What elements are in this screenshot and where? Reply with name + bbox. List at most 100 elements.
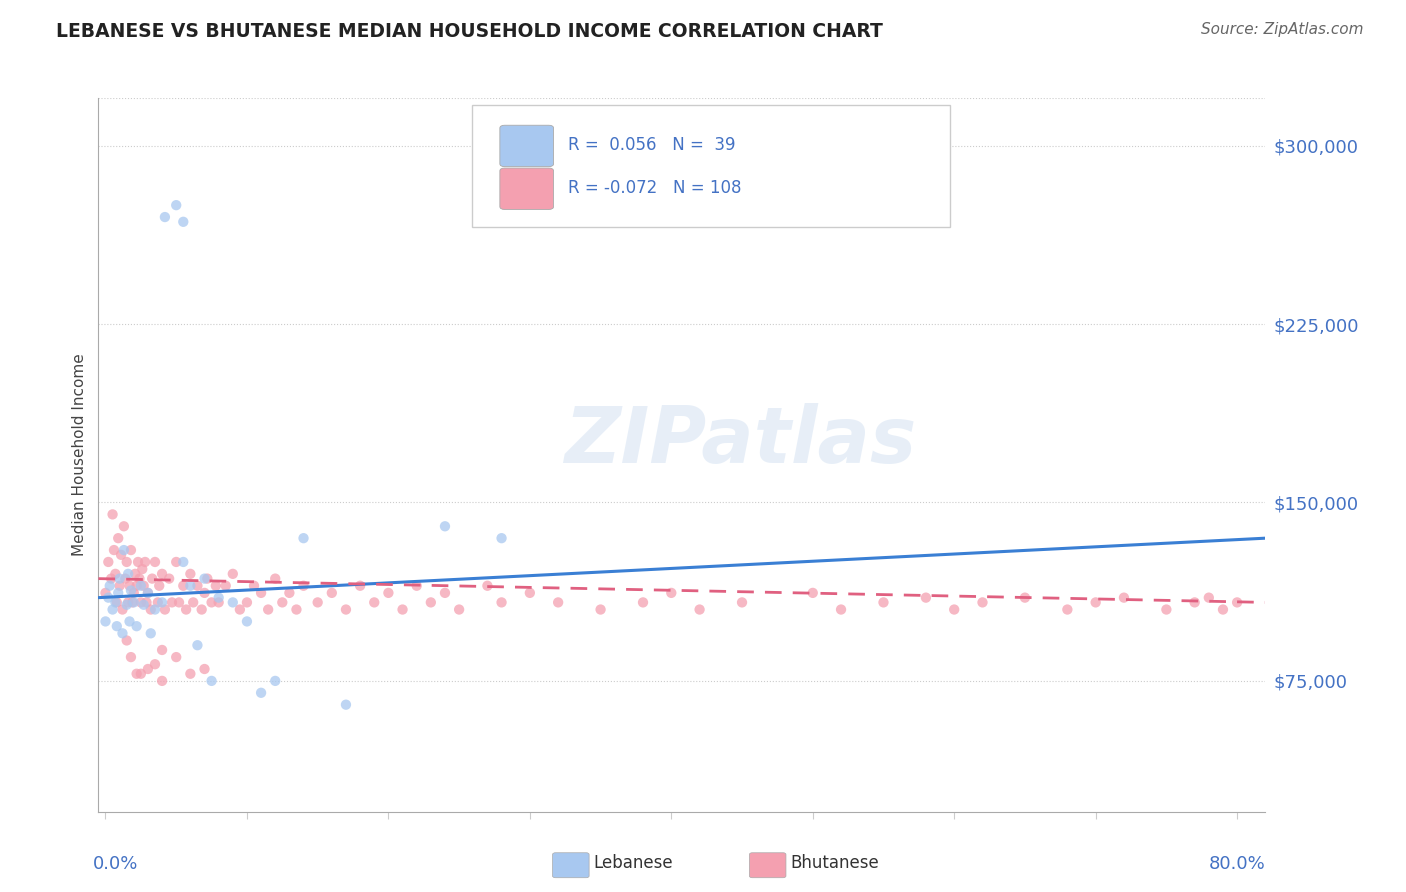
Point [433, 586, 456, 600]
Point [377, 586, 399, 600]
Point [135, 595, 157, 609]
Point [165, 198, 187, 212]
Point [108, 579, 131, 593]
Point [141, 572, 163, 586]
Point [181, 595, 204, 609]
Point [195, 572, 218, 586]
Point [193, 662, 215, 676]
FancyBboxPatch shape [501, 125, 554, 167]
Point [631, 595, 654, 609]
Point [363, 595, 385, 609]
Point [449, 602, 471, 616]
Point [659, 586, 682, 600]
Point [153, 210, 176, 224]
Point [419, 595, 441, 609]
Point [165, 650, 187, 665]
Point [547, 595, 569, 609]
Point [136, 586, 159, 600]
Point [132, 579, 155, 593]
Point [129, 595, 152, 609]
Point [115, 633, 138, 648]
Point [111, 602, 134, 616]
Point [1014, 591, 1036, 605]
Point [307, 595, 329, 609]
Point [112, 543, 135, 558]
Point [108, 572, 131, 586]
Point [243, 579, 266, 593]
Point [222, 595, 245, 609]
Point [731, 595, 754, 609]
Point [98, 579, 121, 593]
Point [139, 626, 162, 640]
Point [125, 666, 148, 681]
Point [915, 591, 938, 605]
Text: 0.0%: 0.0% [93, 855, 138, 872]
Point [143, 555, 166, 569]
Point [143, 657, 166, 672]
Point [153, 602, 176, 616]
Point [285, 602, 308, 616]
Point [250, 686, 273, 700]
Point [172, 215, 194, 229]
Point [335, 602, 357, 616]
Point [321, 586, 343, 600]
Point [105, 619, 128, 633]
Point [101, 508, 124, 522]
Point [104, 566, 127, 581]
Text: R = -0.072   N = 108: R = -0.072 N = 108 [568, 179, 741, 197]
Point [278, 586, 301, 600]
Point [229, 602, 252, 616]
Point [143, 602, 166, 616]
Point [222, 566, 245, 581]
Point [125, 579, 148, 593]
Point [118, 579, 141, 593]
Point [292, 531, 315, 545]
Point [943, 602, 966, 616]
Point [830, 602, 852, 616]
Point [114, 572, 136, 586]
Point [115, 598, 138, 612]
Point [205, 579, 228, 593]
Text: Bhutanese: Bhutanese [790, 855, 879, 872]
Point [349, 579, 371, 593]
Point [131, 562, 153, 576]
Point [115, 555, 138, 569]
Point [801, 586, 824, 600]
Point [101, 602, 124, 616]
Text: R =  0.056   N =  39: R = 0.056 N = 39 [568, 136, 735, 154]
Point [160, 595, 183, 609]
Point [129, 666, 152, 681]
Point [122, 586, 145, 600]
Point [121, 595, 143, 609]
Point [172, 579, 194, 593]
Text: Lebanese: Lebanese [593, 855, 673, 872]
Point [1084, 595, 1107, 609]
Point [391, 602, 413, 616]
Point [1056, 602, 1078, 616]
FancyBboxPatch shape [472, 105, 950, 227]
Point [118, 615, 141, 629]
Point [107, 531, 129, 545]
Point [193, 572, 215, 586]
Point [292, 579, 315, 593]
Point [1112, 591, 1135, 605]
Point [127, 555, 149, 569]
Point [150, 595, 173, 609]
Point [271, 595, 294, 609]
Point [215, 579, 238, 593]
Point [117, 566, 139, 581]
Point [405, 579, 427, 593]
Point [167, 595, 190, 609]
Point [94, 615, 117, 629]
Point [94, 586, 117, 600]
Point [150, 566, 173, 581]
Point [128, 572, 150, 586]
Point [872, 595, 894, 609]
Point [589, 602, 612, 616]
Point [972, 595, 994, 609]
Point [208, 591, 231, 605]
Point [179, 566, 201, 581]
Point [111, 626, 134, 640]
Point [125, 619, 148, 633]
Point [186, 638, 208, 652]
